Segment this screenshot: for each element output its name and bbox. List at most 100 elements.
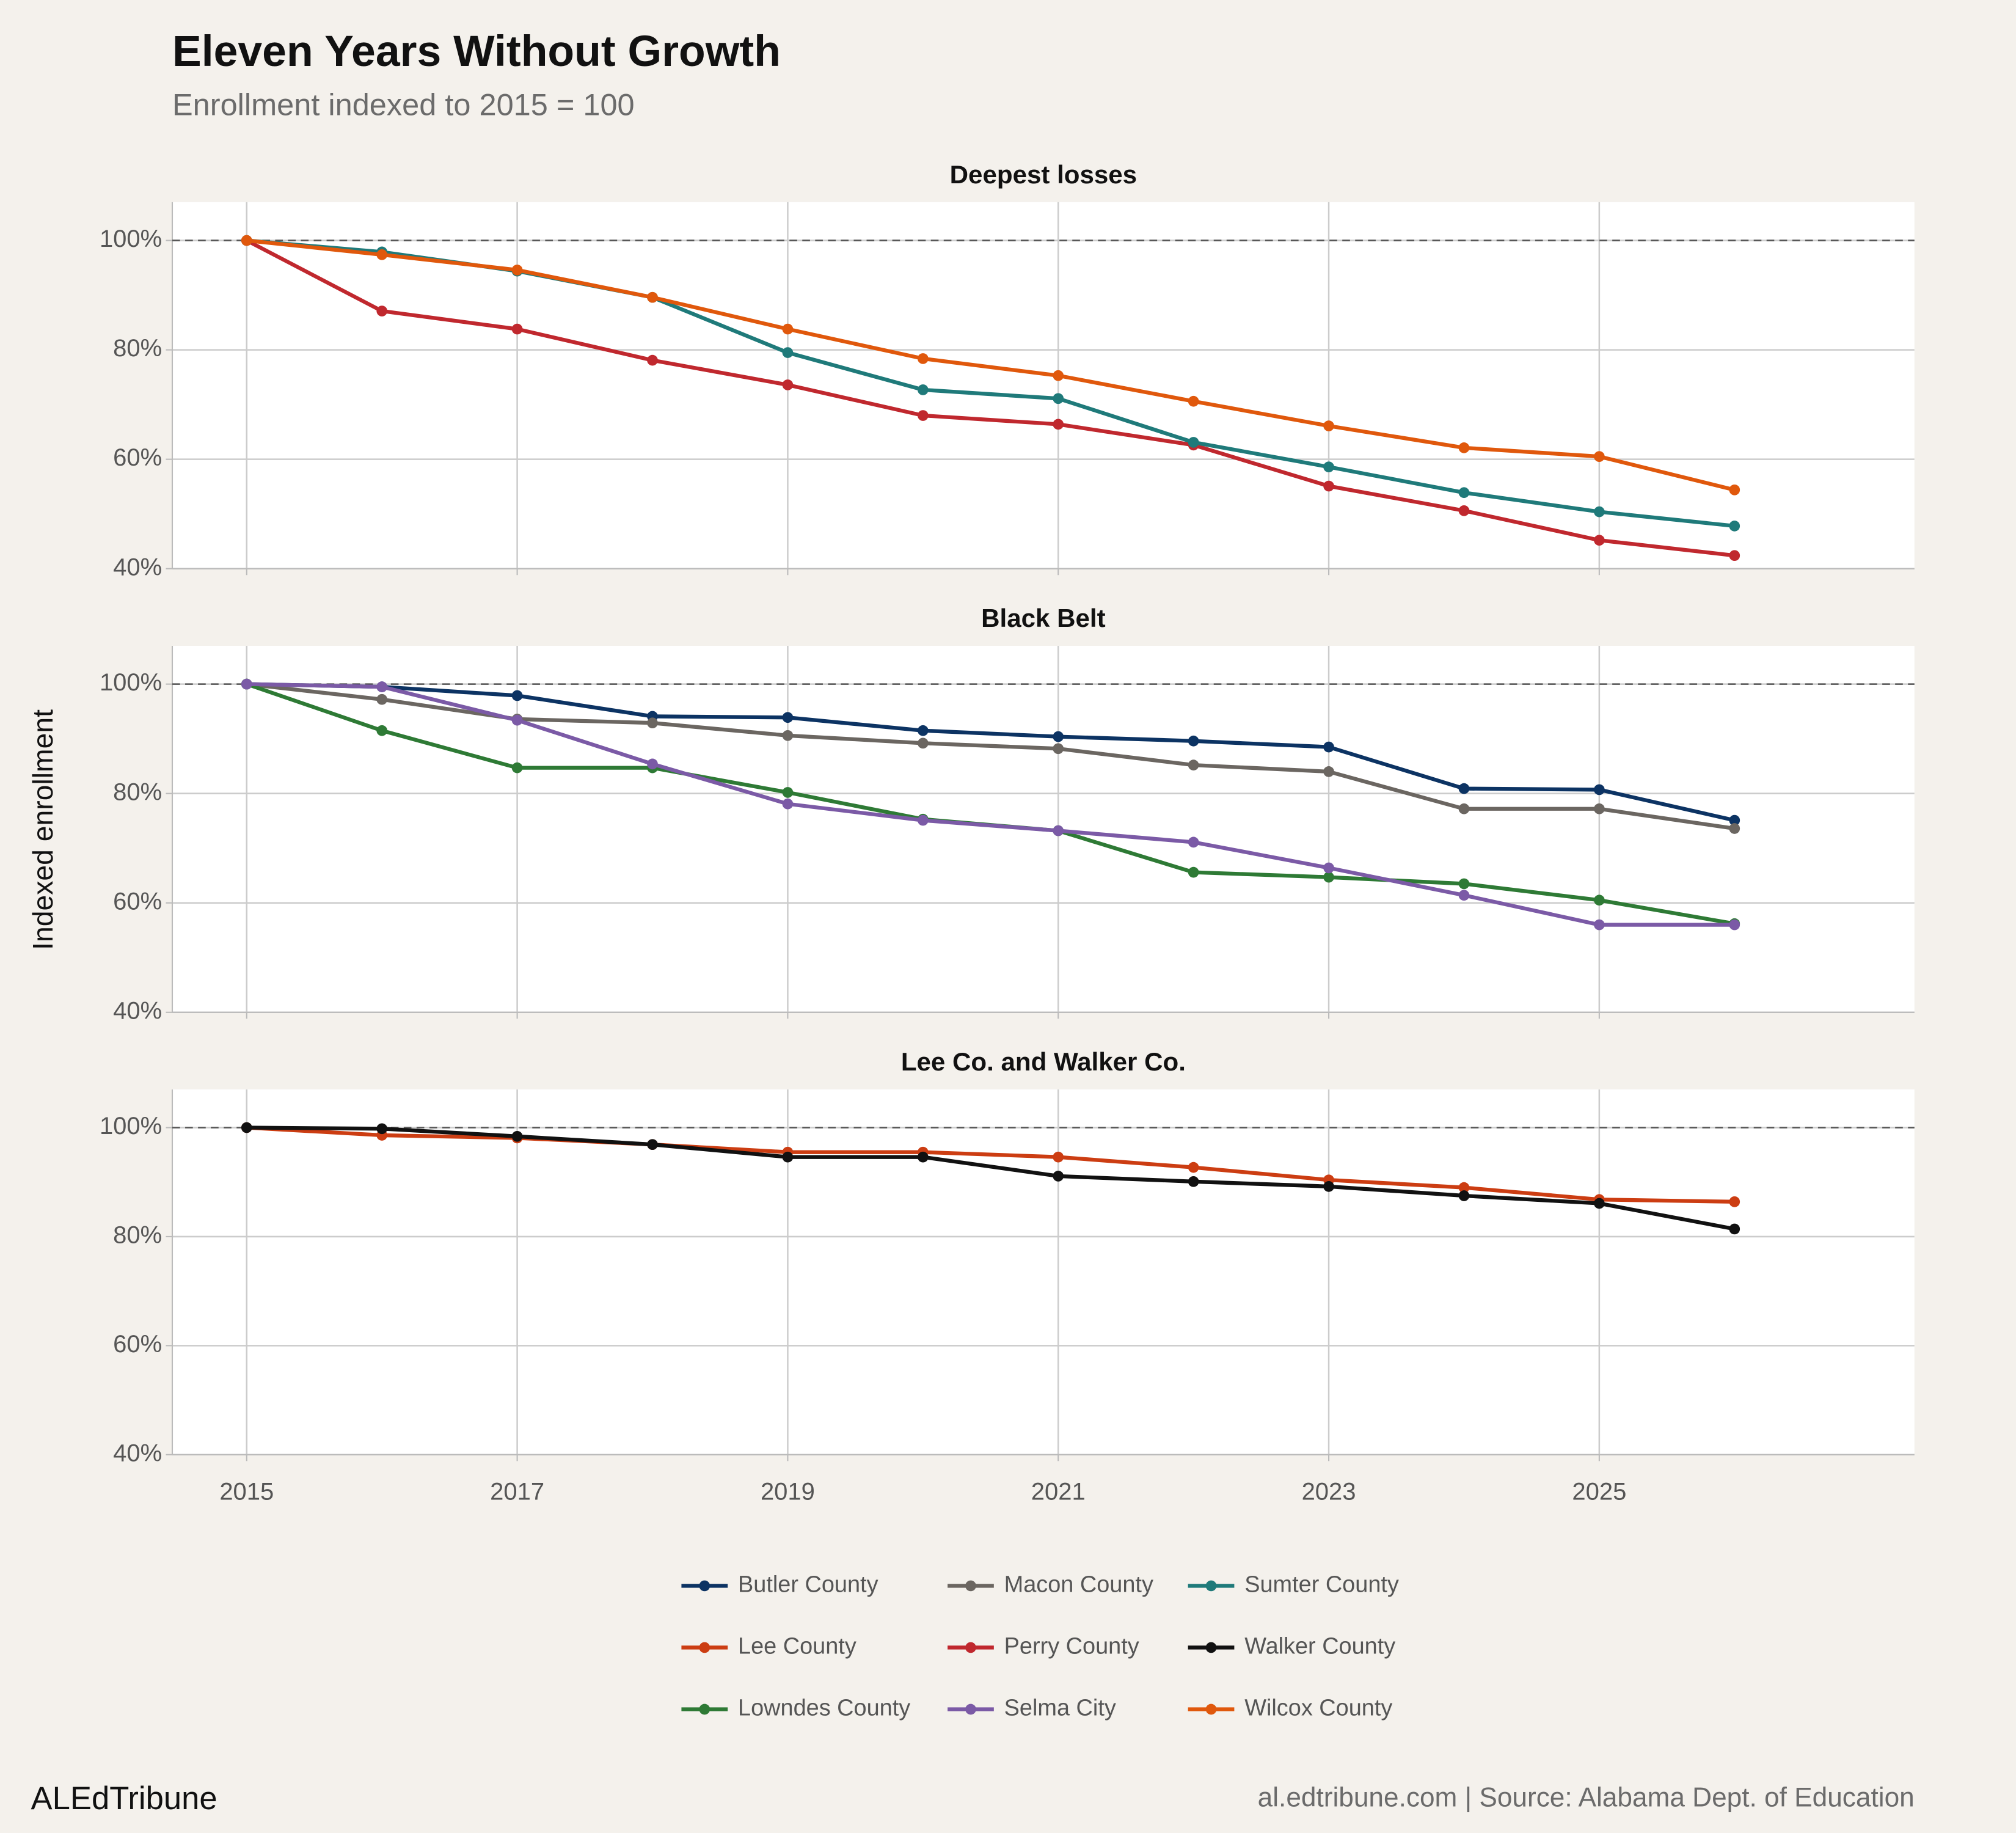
data-point xyxy=(1458,890,1470,901)
data-point xyxy=(1323,862,1334,874)
data-point xyxy=(782,798,794,810)
data-point xyxy=(1594,1198,1605,1209)
legend-label: Macon County xyxy=(1004,1571,1153,1597)
data-point xyxy=(917,725,929,736)
y-tick-label: 60% xyxy=(113,1331,162,1358)
data-point xyxy=(1594,784,1605,796)
data-point xyxy=(376,249,388,260)
y-tick-label: 80% xyxy=(113,335,162,362)
data-point xyxy=(1458,505,1470,516)
y-tick-label: 80% xyxy=(113,778,162,805)
data-point xyxy=(1323,480,1334,492)
data-point xyxy=(376,1123,388,1135)
y-axis-label: Indexed enrollment xyxy=(27,709,59,950)
data-point xyxy=(1053,393,1064,404)
data-point xyxy=(1729,823,1740,834)
legend-swatch xyxy=(965,1642,976,1653)
data-point xyxy=(1323,766,1334,777)
legend-label: Butler County xyxy=(738,1571,878,1597)
data-point xyxy=(782,323,794,335)
data-point xyxy=(1188,1162,1199,1173)
x-tick-label: 2019 xyxy=(761,1478,815,1505)
brand: ALEdTribune xyxy=(31,1780,217,1817)
data-point xyxy=(782,379,794,390)
data-point xyxy=(1323,1181,1334,1192)
y-tick-label: 40% xyxy=(113,1440,162,1466)
data-point xyxy=(1458,878,1470,890)
data-point xyxy=(1729,814,1740,826)
data-point xyxy=(1323,420,1334,431)
data-point xyxy=(1053,731,1064,742)
series-line xyxy=(246,238,1735,558)
x-tick-label: 2023 xyxy=(1302,1478,1356,1505)
x-tick-label: 2021 xyxy=(1031,1478,1086,1505)
data-point xyxy=(1323,871,1334,883)
data-point xyxy=(511,690,523,701)
data-point xyxy=(376,725,388,736)
panel-title: Lee Co. and Walker Co. xyxy=(901,1047,1186,1076)
data-point xyxy=(1458,783,1470,794)
series-line xyxy=(246,682,1735,822)
data-point xyxy=(1458,803,1470,814)
data-point xyxy=(647,758,658,770)
data-point xyxy=(376,306,388,316)
legend-swatch xyxy=(965,1580,976,1592)
y-tick-label: 100% xyxy=(100,225,162,252)
data-point xyxy=(647,1139,658,1151)
data-point xyxy=(376,693,388,705)
data-point xyxy=(1594,919,1605,931)
data-point xyxy=(1188,1176,1199,1187)
data-point xyxy=(647,291,658,303)
legend-label: Wilcox County xyxy=(1244,1695,1392,1721)
data-point xyxy=(1729,1196,1740,1207)
data-point xyxy=(1053,419,1064,430)
data-point xyxy=(917,814,929,826)
source-note: al.edtribune.com | Source: Alabama Dept.… xyxy=(1258,1782,1915,1812)
data-point xyxy=(647,354,658,366)
data-point xyxy=(1594,895,1605,906)
chart-title: Eleven Years Without Growth xyxy=(172,27,781,76)
series-line xyxy=(246,1125,1735,1231)
legend-swatch xyxy=(1205,1703,1217,1715)
data-point xyxy=(1458,1182,1470,1193)
x-tick-label: 2017 xyxy=(490,1478,544,1505)
legend-swatch xyxy=(699,1580,710,1592)
data-point xyxy=(1188,437,1199,448)
data-point xyxy=(1053,825,1064,836)
legend-swatch xyxy=(1205,1580,1217,1592)
data-point xyxy=(1729,484,1740,496)
legend-label: Selma City xyxy=(1004,1695,1116,1721)
data-point xyxy=(1188,735,1199,747)
data-point xyxy=(1458,487,1470,499)
data-point xyxy=(1188,759,1199,770)
legend-swatch xyxy=(1205,1642,1217,1653)
data-point xyxy=(782,712,794,723)
data-point xyxy=(241,1122,252,1133)
series-line xyxy=(246,682,1735,927)
data-point xyxy=(647,717,658,729)
data-point xyxy=(241,235,252,246)
data-point xyxy=(917,1151,929,1163)
data-point xyxy=(1594,803,1605,814)
data-point xyxy=(782,1151,794,1163)
legend-label: Lee County xyxy=(738,1633,856,1659)
data-point xyxy=(511,762,523,774)
data-point xyxy=(1188,866,1199,878)
data-point xyxy=(511,1130,523,1142)
data-point xyxy=(917,410,929,421)
y-tick-label: 100% xyxy=(100,669,162,696)
data-point xyxy=(1458,442,1470,453)
series-line xyxy=(246,238,1736,492)
data-point xyxy=(782,347,794,358)
data-point xyxy=(1053,1151,1064,1163)
data-point xyxy=(1729,521,1740,532)
data-point xyxy=(917,737,929,749)
data-point xyxy=(1323,461,1334,473)
data-point xyxy=(241,678,252,690)
panel-title: Black Belt xyxy=(981,604,1105,632)
data-point xyxy=(1729,550,1740,562)
data-point xyxy=(1594,451,1605,463)
data-point xyxy=(511,323,523,335)
data-point xyxy=(917,353,929,364)
